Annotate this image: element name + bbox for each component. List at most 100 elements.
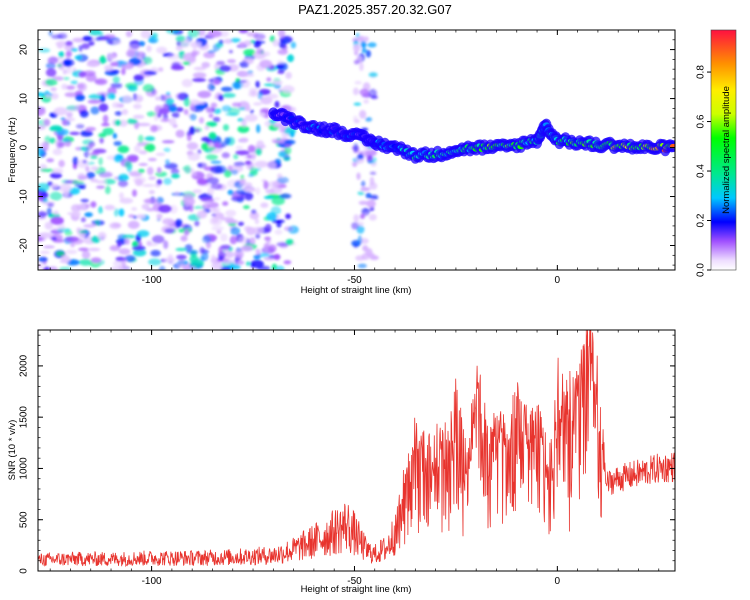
y-tick-label: 20 [19,44,30,56]
noise-blob [255,232,261,239]
noise-blob [363,99,370,104]
noise-blob [255,187,260,195]
noise-blob [360,213,365,219]
noise-blob [64,92,78,98]
noise-blob [143,56,153,65]
noise-blob [51,236,58,241]
noise-blob [189,103,195,111]
noise-blob [110,62,119,67]
noise-blob [285,213,291,220]
noise-blob [62,58,75,68]
noise-blob [124,255,136,263]
noise-blob [285,106,297,113]
noise-blob [288,131,295,138]
noise-blob [199,247,205,254]
noise-blob [52,148,63,156]
spectrogram-y-axis-label: Frequency (Hz) [7,117,18,182]
noise-blob [121,175,129,181]
noise-blob [90,155,98,159]
noise-blob [40,192,49,199]
noise-blob [195,128,200,133]
y-tick-label: 1000 [19,457,30,480]
noise-blob [254,218,260,225]
noise-blob [125,49,136,58]
x-tick-label: -50 [347,576,362,587]
noise-blob [41,141,50,150]
noise-blob [141,203,150,210]
noise-blob [140,30,152,39]
noise-blob [243,205,250,210]
noise-blob [360,41,367,49]
noise-blob [147,157,157,162]
noise-blob [211,216,219,224]
noise-blob [250,259,264,268]
noise-blob [158,107,170,115]
noise-blob [47,56,59,64]
noise-blob [227,59,236,63]
noise-blob [362,82,371,91]
noise-blob [90,235,101,244]
noise-blob [158,204,172,213]
noise-blob [284,146,292,155]
noise-blob [248,87,258,94]
noise-blob [243,182,253,187]
noise-blob [283,139,296,145]
noise-blob [44,266,51,270]
noise-blob [220,233,228,242]
noise-blob [161,140,175,144]
noise-blob [272,39,280,47]
noise-blob [101,122,110,127]
noise-blob [197,30,206,37]
y-tick-label: 1500 [19,406,30,429]
snr-frame [37,329,676,572]
noise-blob [49,125,63,132]
noise-blob [88,40,95,46]
noise-blob [152,235,165,244]
noise-blob [235,150,250,156]
noise-blob [186,132,192,142]
y-tick-label: 2000 [19,354,30,377]
noise-blob [255,148,262,156]
noise-blob [46,158,55,163]
noise-blob [147,36,159,44]
noise-blob [189,113,197,121]
noise-blob [290,41,297,49]
noise-blob [163,177,172,185]
noise-blob [38,92,44,97]
noise-blob [175,107,184,112]
noise-blob [204,201,211,206]
noise-blob [166,30,180,34]
noise-blob [220,266,232,270]
noise-blob [148,176,156,181]
noise-blob [237,221,245,226]
noise-blob [110,266,125,270]
snr-series-line [38,330,675,568]
x-tick-label: -100 [142,576,162,587]
noise-blob [119,192,124,200]
noise-blob [260,96,273,105]
noise-blob [231,81,244,90]
noise-blob [263,83,277,87]
noise-blob [124,160,133,169]
noise-blob [174,219,183,228]
noise-blob [156,213,163,219]
noise-blob [265,189,275,194]
noise-blob [112,260,124,267]
colorbar-tick-label: 0.0 [696,263,707,277]
noise-blob [97,231,107,241]
noise-blob [76,83,85,90]
noise-blob [272,140,286,144]
noise-blob [122,95,133,104]
noise-blob [155,152,166,156]
noise-blob [225,112,239,116]
y-tick-label: -20 [19,238,30,253]
noise-blob [148,190,155,195]
noise-blob [202,235,212,244]
noise-blob [148,258,162,266]
noise-blob [112,76,120,83]
noise-blob [283,156,291,162]
noise-blob [53,107,68,116]
noise-blob [239,179,245,186]
noise-blob [231,102,242,107]
noise-blob [368,72,378,78]
